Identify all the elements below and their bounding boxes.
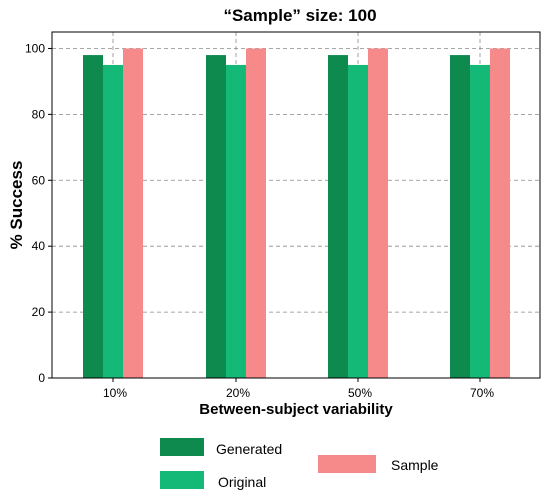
bar-sample-3 [490,48,510,378]
bars [83,48,510,379]
x-tick-label: 20% [226,386,250,400]
plot-frame [51,31,541,379]
bar-original-2 [348,64,368,378]
legend-swatch-original [160,471,204,489]
bar-sample-0 [123,48,143,378]
bar-sample-1 [246,48,266,378]
x-ticks: 10% 20% 50% 70% [103,378,494,400]
bar-original-0 [103,64,123,378]
y-tick-label: 100 [25,41,45,55]
bar-sample-2 [368,48,388,378]
legend-label-original: Original [218,474,266,490]
y-tick-label: 80 [32,107,46,121]
x-tick-label: 70% [470,386,494,400]
y-tick-label: 40 [32,239,46,253]
legend-swatch-sample [318,455,376,473]
chart-title: “Sample” size: 100 [223,6,376,25]
legend-label-sample: Sample [391,457,439,473]
y-tick-label: 20 [32,305,46,319]
bar-generated-2 [328,55,348,379]
x-axis-label: Between-subject variability [199,401,393,418]
bar-generated-1 [206,55,226,379]
bar-generated-0 [83,55,103,379]
y-axis-label: % Success [7,161,26,250]
bar-original-3 [470,64,490,378]
legend-swatch-generated [160,438,204,456]
y-tick-label: 60 [32,173,46,187]
legend-label-generated: Generated [216,441,282,457]
x-tick-label: 50% [348,386,372,400]
bar-original-1 [226,64,246,378]
bar-generated-3 [450,55,470,379]
y-ticks: 0 20 40 60 80 100 [25,41,52,385]
legend: Generated Original Sample [160,438,439,490]
y-tick-label: 0 [38,371,45,385]
x-tick-label: 10% [103,386,127,400]
